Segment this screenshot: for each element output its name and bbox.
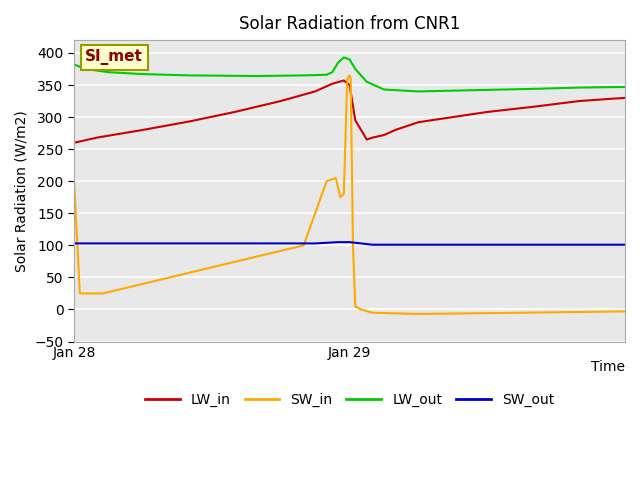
- Legend: LW_in, SW_in, LW_out, SW_out: LW_in, SW_in, LW_out, SW_out: [140, 388, 560, 413]
- Title: Solar Radiation from CNR1: Solar Radiation from CNR1: [239, 15, 460, 33]
- Text: SI_met: SI_met: [85, 49, 143, 65]
- X-axis label: Time: Time: [591, 360, 625, 373]
- Y-axis label: Solar Radiation (W/m2): Solar Radiation (W/m2): [15, 110, 29, 272]
